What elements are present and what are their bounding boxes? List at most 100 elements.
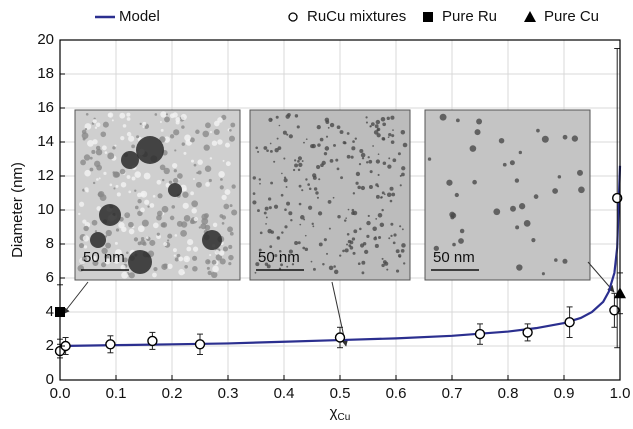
inset-particle xyxy=(365,121,369,124)
inset-particle xyxy=(273,160,276,163)
inset-particle xyxy=(375,159,381,164)
inset-particle xyxy=(365,116,368,119)
inset-particle xyxy=(265,216,268,219)
inset-particle xyxy=(346,132,350,135)
inset-particle xyxy=(121,271,129,279)
inset-particle xyxy=(84,128,88,131)
inset-particle xyxy=(174,234,178,237)
inset-particle xyxy=(389,199,393,203)
inset-particle xyxy=(294,163,299,168)
x-tick-label: 0.6 xyxy=(386,385,407,402)
inset-particle xyxy=(377,173,380,176)
inset-particle xyxy=(304,234,307,237)
inset-particle xyxy=(104,258,111,265)
inset-particle xyxy=(316,196,319,199)
inset-particle xyxy=(294,241,299,245)
inset-particle xyxy=(161,263,168,270)
inset-particle xyxy=(352,251,356,255)
data-point xyxy=(194,339,206,350)
inset-particle xyxy=(327,200,332,204)
inset-particle xyxy=(120,181,127,188)
x-tick-label: 0.9 xyxy=(554,385,575,402)
inset-particle xyxy=(285,186,288,188)
inset-particle xyxy=(377,213,383,218)
legend-swatch xyxy=(524,11,536,22)
inset-particle xyxy=(562,134,568,140)
inset-particle xyxy=(373,236,377,241)
inset-particle xyxy=(209,157,213,160)
inset-particle xyxy=(173,254,176,257)
y-tick-label: 4 xyxy=(46,303,54,320)
inset-particle xyxy=(364,249,369,254)
x-tick-label: 0.2 xyxy=(162,385,183,402)
inset-particle xyxy=(221,194,227,201)
inset-particle xyxy=(401,228,404,231)
inset-particle xyxy=(178,256,184,262)
inset-particle xyxy=(192,246,199,252)
inset-particle xyxy=(259,182,261,185)
inset-particle xyxy=(214,249,220,255)
inset-particle xyxy=(270,230,275,234)
inset-particle xyxy=(383,193,386,196)
inset-particle xyxy=(269,245,273,249)
inset-particle xyxy=(346,243,349,246)
inset-particle xyxy=(283,176,287,179)
inset-particle xyxy=(115,228,120,232)
inset-particle xyxy=(172,177,179,184)
inset-particle xyxy=(146,236,149,239)
inset-particle xyxy=(258,248,262,252)
inset-particle xyxy=(252,200,257,205)
inset-particle xyxy=(382,161,387,165)
legend-label: Pure Ru xyxy=(442,8,497,25)
inset-particle xyxy=(203,144,210,151)
inset-particle xyxy=(265,223,267,225)
y-tick-label: 6 xyxy=(46,269,54,286)
inset-particle xyxy=(351,146,356,151)
inset-particle xyxy=(458,238,464,244)
inset-particle xyxy=(114,241,118,245)
inset-particle xyxy=(350,155,354,159)
inset-particle xyxy=(128,135,135,142)
inset-particle xyxy=(280,193,284,197)
inset-particle xyxy=(391,192,396,197)
inset-particle xyxy=(85,112,89,116)
inset-particle xyxy=(333,269,339,275)
inset-particle xyxy=(297,160,300,163)
data-point xyxy=(474,328,486,340)
inset-particle xyxy=(103,171,107,175)
inset-particle xyxy=(541,135,549,143)
inset-particle xyxy=(120,136,125,141)
inset-particle xyxy=(305,178,308,181)
inset-particle xyxy=(192,265,198,272)
inset-particle xyxy=(163,167,170,175)
inset-particle xyxy=(192,178,195,181)
inset-particle xyxy=(161,205,169,213)
inset-particle xyxy=(190,191,194,196)
inset-particle xyxy=(161,178,165,182)
x-tick-label: 0.0 xyxy=(50,385,71,402)
inset-particle xyxy=(177,173,183,179)
inset-particle xyxy=(202,230,222,250)
inset-particle xyxy=(192,255,198,261)
inset-particle xyxy=(94,230,98,233)
x-tick-label: 0.5 xyxy=(330,385,351,402)
inset-particle xyxy=(281,231,284,234)
inset-particle xyxy=(562,258,568,264)
inset-particle xyxy=(280,263,284,267)
inset-particle xyxy=(336,125,341,130)
inset-particle xyxy=(169,215,175,221)
inset-particle xyxy=(255,146,258,150)
inset-particle xyxy=(221,215,227,220)
inset-particle xyxy=(124,212,131,219)
y-tick-label: 14 xyxy=(37,133,54,150)
inset-particle xyxy=(84,169,91,177)
inset-particle xyxy=(378,235,382,240)
inset-particle xyxy=(90,232,106,248)
inset-particle xyxy=(94,126,98,129)
inset-particle xyxy=(167,263,173,270)
inset-particle xyxy=(275,115,279,119)
inset-particle xyxy=(140,237,145,241)
inset-particle xyxy=(386,116,390,121)
inset-particle xyxy=(343,141,347,145)
inset-particle xyxy=(197,159,203,165)
